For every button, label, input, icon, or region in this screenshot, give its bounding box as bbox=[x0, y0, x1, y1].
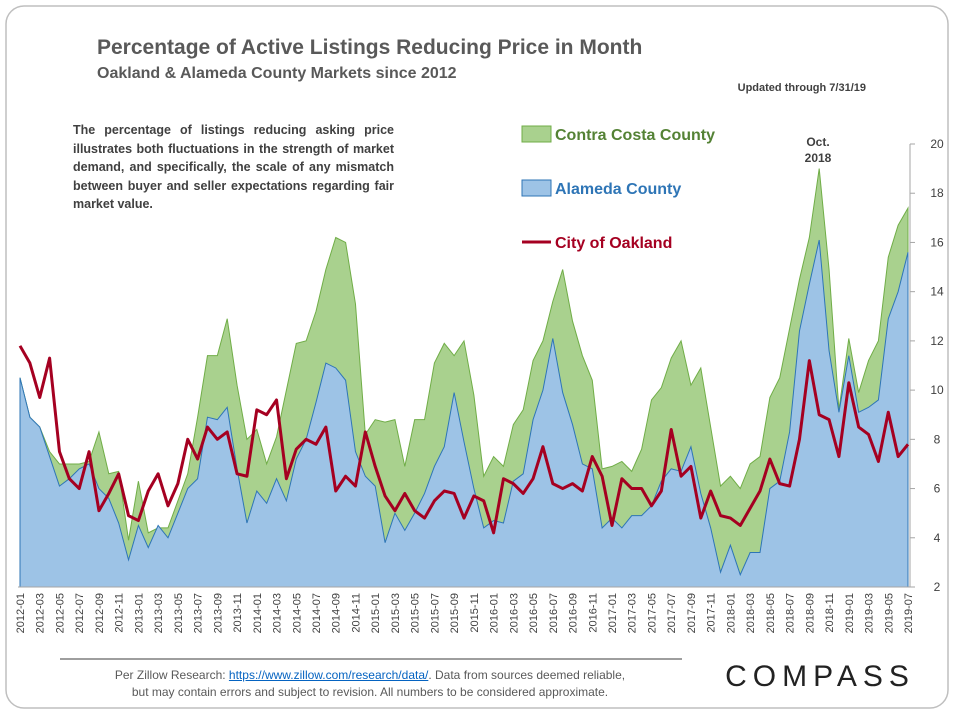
footer-text: . Data from sources deemed reliable, bbox=[428, 668, 626, 682]
source-link[interactable]: https://www.zillow.com/research/data/ bbox=[228, 668, 429, 682]
legend-label: City of Oakland bbox=[555, 235, 672, 252]
x-tick-label: 2015-07 bbox=[429, 593, 441, 633]
x-tick-label: 2015-09 bbox=[449, 593, 461, 633]
x-tick-label: 2013-07 bbox=[193, 593, 205, 633]
x-tick-label: 2018-07 bbox=[785, 593, 797, 633]
y-tick-label: 18 bbox=[930, 186, 944, 200]
chart-title: Percentage of Active Listings Reducing P… bbox=[97, 36, 642, 59]
x-tick-label: 2016-07 bbox=[548, 593, 560, 633]
plot-area: 2 4 6 8 10 12 14 16 18 20 2012-01 2012-03 2012-05 201… bbox=[15, 137, 944, 633]
x-tick-label: 2018-11 bbox=[824, 593, 836, 633]
footer-text: Per Zillow Research: bbox=[114, 668, 229, 682]
x-tick-label: 2017-09 bbox=[686, 593, 698, 633]
x-tick-label: 2015-05 bbox=[410, 593, 422, 633]
y-tick-label: 6 bbox=[934, 482, 941, 496]
x-tick-label: 2013-03 bbox=[153, 593, 165, 633]
y-tick-label: 16 bbox=[930, 235, 944, 249]
x-tick-label: 2015-01 bbox=[370, 593, 382, 633]
x-tick-label: 2014-05 bbox=[291, 593, 303, 633]
x-tick-label: 2012-05 bbox=[54, 593, 66, 633]
x-tick-label: 2012-09 bbox=[94, 593, 106, 633]
y-tick-label: 12 bbox=[930, 334, 944, 348]
legend-swatch bbox=[521, 125, 552, 143]
x-tick-label: 2018-01 bbox=[725, 593, 737, 633]
x-tick-label: 2016-03 bbox=[508, 593, 520, 633]
x-tick-label: 2014-09 bbox=[331, 593, 343, 633]
legend-label: Alameda County bbox=[555, 181, 681, 198]
x-tick-label: 2012-03 bbox=[35, 593, 47, 633]
y-tick-label: 4 bbox=[934, 531, 941, 545]
legend-label: Contra Costa County bbox=[555, 127, 715, 144]
footer: Per Zillow Research: https://www.zillow.… bbox=[40, 667, 700, 701]
chart-subtitle: Oakland & Alameda County Markets since 2… bbox=[97, 65, 457, 82]
x-tick-label: 2017-03 bbox=[627, 593, 639, 633]
footer-text: but may contain errors and subject to re… bbox=[131, 685, 609, 699]
x-tick-label: 2014-01 bbox=[252, 593, 264, 633]
x-tick-label: 2014-07 bbox=[311, 593, 323, 633]
y-tick-label: 20 bbox=[930, 137, 944, 151]
y-tick-label: 10 bbox=[930, 383, 944, 397]
x-tick-label: 2019-03 bbox=[864, 593, 876, 633]
x-tick-label: 2019-05 bbox=[883, 593, 895, 633]
x-tick-label: 2019-01 bbox=[844, 593, 856, 633]
x-tick-label: 2012-11 bbox=[114, 593, 126, 633]
x-tick-label: 2015-11 bbox=[469, 593, 481, 633]
x-tick-label: 2018-05 bbox=[765, 593, 777, 633]
description: The percentage of listings reducing aski… bbox=[73, 123, 394, 212]
x-tick-label: 2016-01 bbox=[489, 593, 501, 633]
x-tick-label: 2019-07 bbox=[903, 593, 915, 633]
x-tick-label: 2012-07 bbox=[74, 593, 86, 633]
x-tick-label: 2013-09 bbox=[212, 593, 224, 633]
updated-note: Updated through 7/31/19 bbox=[738, 82, 866, 94]
x-tick-label: 2017-05 bbox=[646, 593, 658, 633]
y-tick-label: 14 bbox=[930, 285, 944, 299]
x-tick-label: 2014-11 bbox=[350, 593, 362, 633]
area bbox=[19, 239, 909, 588]
x-tick-label: 2013-05 bbox=[173, 593, 185, 633]
x-tick-label: 2016-05 bbox=[528, 593, 540, 633]
x-tick-label: 2012-01 bbox=[15, 593, 27, 633]
annotation: Oct. bbox=[806, 135, 829, 149]
brand-logo: COMPASS bbox=[725, 660, 915, 693]
line bbox=[18, 345, 910, 535]
x-tick-label: 2014-03 bbox=[272, 593, 284, 633]
x-tick-label: 2013-11 bbox=[232, 593, 244, 633]
x-tick-label: 2017-01 bbox=[607, 593, 619, 633]
legend-swatch bbox=[521, 179, 552, 197]
x-tick-label: 2016-09 bbox=[568, 593, 580, 633]
y-tick-label: 2 bbox=[934, 580, 941, 594]
x-tick-label: 2013-01 bbox=[133, 593, 145, 633]
x-tick-label: 2017-07 bbox=[666, 593, 678, 633]
x-tick-label: 2018-03 bbox=[745, 593, 757, 633]
y-tick-label: 8 bbox=[934, 432, 941, 446]
x-tick-label: 2017-11 bbox=[706, 593, 718, 633]
x-tick-label: 2018-09 bbox=[804, 593, 816, 633]
x-tick-label: 2016-11 bbox=[587, 593, 599, 633]
x-tick-label: 2015-03 bbox=[390, 593, 402, 633]
annotation: 2018 bbox=[805, 151, 832, 165]
